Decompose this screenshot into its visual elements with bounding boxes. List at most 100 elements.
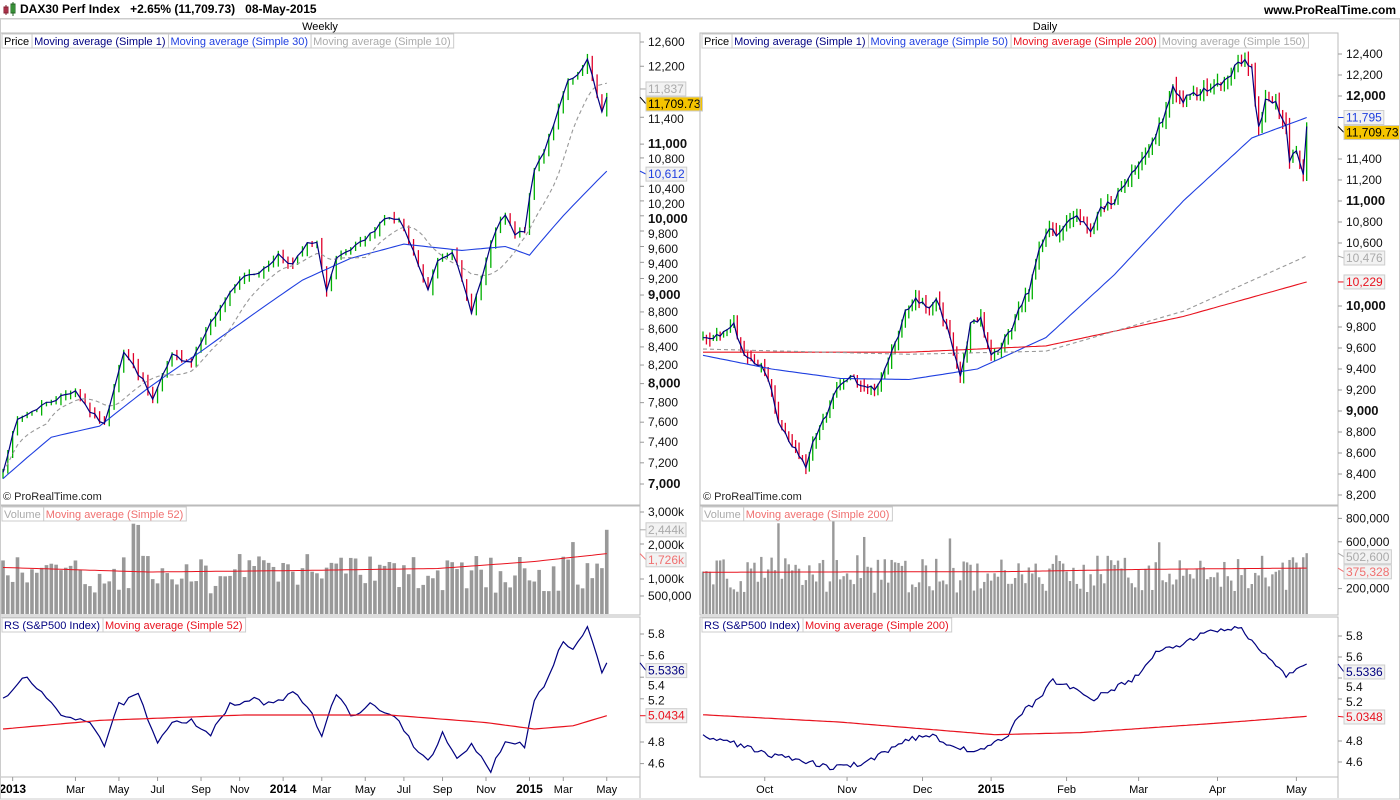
volume-bar [1065,571,1068,614]
site-link[interactable]: www.ProRealTime.com [1263,3,1396,17]
axis-tick-label: 9,800 [648,227,678,241]
volume-bar [146,556,150,614]
volume-bar [1055,555,1058,614]
volume-bar [1271,574,1274,614]
volume-bar [1295,562,1298,614]
volume-bar [890,559,893,614]
volume-bar [10,581,15,614]
volume-bar [887,582,890,614]
value-marker-box [1343,709,1386,725]
axis-tick-label: 4.6 [648,757,665,771]
volume-bar [825,591,828,614]
axis-tick-label: 10,800 [648,152,685,166]
volume-bar [1099,574,1103,614]
volume-bar [883,559,886,614]
legend: Price Moving average (Simple 1) Moving ave… [1,33,455,49]
volume-bar [44,565,49,614]
volume-bar [1240,575,1243,614]
volume-bar [989,580,993,614]
volume-bar [718,560,722,614]
volume-bar [373,580,377,614]
daily-chart: Daily Price Moving average (Simple 1) Movin… [699,21,1400,798]
x-axis-label: 2015 [516,782,543,796]
volume-bar [117,589,121,614]
volume-bar [271,566,276,614]
volume-bars [701,518,1308,614]
legend: Price Moving average (Simple 1) Moving ave… [701,33,1309,49]
volume-bar [1157,542,1161,614]
volume-bar [204,565,208,614]
axis-tick-label: 9,400 [1346,362,1376,376]
marker-tick [1337,663,1345,673]
axis-tick-label: 12,000 [1346,88,1386,103]
volume-bar [756,581,760,614]
volume-bar [392,563,397,614]
marker-tick [1337,126,1345,133]
volume-bar [1192,578,1195,614]
x-axis-label: Sep [433,784,453,796]
axis-tick-label: 5.6 [1346,650,1363,664]
axis-tick-label: 11,200 [1346,173,1382,187]
axis-tick-label: 8,400 [1346,467,1376,481]
value-marker: 1,726k [648,553,685,567]
volume-bar [228,575,232,614]
volume-bar [537,569,541,614]
volume-bar [469,570,474,614]
x-axis-label: Mar [66,784,85,796]
volume-bar [907,592,910,614]
volume-bar [474,556,479,614]
volume-bar [972,590,976,614]
axis-tick-label: 11,000 [648,136,687,151]
volume-bar [575,584,580,614]
axis-tick-label: 11,000 [1346,193,1385,208]
value-marker: 5.5336 [648,664,685,678]
volume-bar [324,567,329,614]
instrument-change: +2.65% (11,709.73) [130,2,236,16]
volume-bar [102,583,107,614]
volume-bar [170,579,174,614]
volume-bar [859,578,862,614]
volume-bar [749,568,753,614]
volume-bar [1092,585,1096,614]
volume-bar [1178,560,1181,614]
volume-bar [460,562,464,614]
axis-tick-label: 5.4 [648,679,665,693]
volume-bar [334,563,339,614]
moving-average-line [2,170,608,480]
volume-bar [121,557,126,614]
value-marker: 10,229 [1346,275,1383,289]
axis-tick-label: 12,600 [648,35,685,49]
volume-bar [1188,574,1192,614]
volume-bar [941,580,945,614]
volume-bar [88,586,92,614]
volume-bar [715,560,718,614]
axis-tick-label: 5.2 [1346,695,1363,709]
price-pane [699,32,1339,506]
volume-bar [1017,563,1020,614]
volume-bar [746,562,749,614]
volume-bar [131,523,136,614]
axis-tick-label: 11,400 [1346,152,1382,166]
volume-bar [794,564,797,614]
volume-bar [904,560,907,614]
volume-bar [804,580,808,614]
axis-tick-label: 8,800 [648,305,678,319]
volume-pane [699,505,1339,616]
volume-bar [945,584,948,614]
axis-tick-label: 5.8 [1346,629,1363,643]
volume-bar [233,569,237,614]
x-axis-label: Feb [1057,784,1076,796]
x-axis-label: Dec [913,784,933,796]
legend-item: Price [4,36,29,48]
axis-tick-label: 9,000 [1346,403,1379,418]
volume-bar [426,575,430,614]
volume-bar [965,562,969,614]
volume-bar [136,524,141,614]
volume-bar [184,564,189,614]
volume-bar [300,568,305,614]
volume-bar [286,564,290,614]
axis-tick-label: 7,000 [648,476,681,491]
volume-bar [604,529,609,614]
axis-tick-label: 12,400 [1346,47,1383,61]
